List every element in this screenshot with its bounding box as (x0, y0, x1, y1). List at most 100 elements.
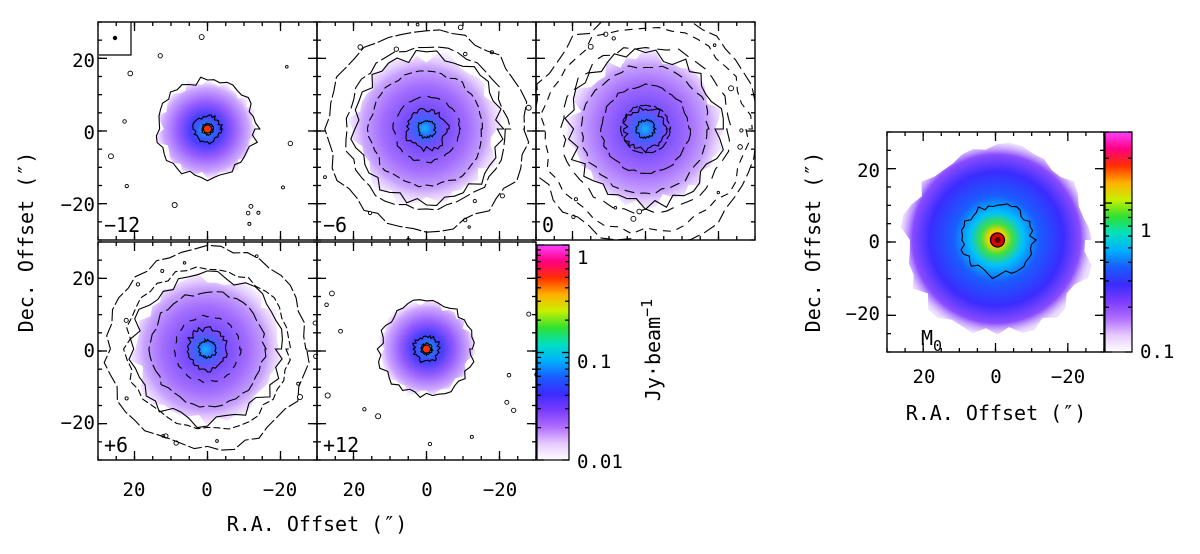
x-tick-label: 0 (201, 479, 212, 501)
noise-contour (415, 22, 420, 27)
contour (960, 203, 1037, 280)
noise-contour (182, 261, 187, 265)
panel-label: −6 (323, 213, 347, 237)
noise-contour (716, 190, 720, 195)
shell-contour (392, 95, 462, 164)
panel-frame (535, 21, 756, 241)
noise-contour (571, 214, 576, 219)
noise-contour (285, 65, 289, 69)
noise-contour (157, 53, 163, 59)
noise-contour (245, 210, 251, 216)
noise-contour (122, 119, 127, 124)
x-tick-label: −20 (263, 479, 297, 501)
x-tick-label: −20 (483, 479, 517, 501)
noise-contour (135, 282, 141, 287)
noise-contour (737, 144, 743, 150)
x-tick-label: 20 (913, 366, 936, 388)
contour (417, 120, 437, 139)
noise-contour (573, 197, 578, 202)
noise-contour (127, 70, 134, 77)
noise-contour (472, 198, 477, 204)
contour (564, 48, 724, 211)
y-tick-label: 0 (869, 231, 880, 253)
shell-contour (536, 22, 755, 240)
contour (128, 270, 283, 429)
noise-contour (123, 317, 129, 323)
contour (405, 107, 450, 153)
noise-contour (215, 439, 219, 443)
beam-marker (99, 22, 132, 56)
central-peak (203, 124, 212, 134)
noise-contour (467, 225, 471, 229)
central-peak-core (994, 237, 1001, 243)
x-tick-label: 0 (990, 366, 1001, 388)
shell-contour (366, 70, 483, 188)
channel-panel-plus12 (316, 241, 537, 461)
noise-contour (375, 413, 382, 420)
contour (192, 114, 224, 145)
shell-contour (324, 29, 530, 233)
channel-panel-0 (535, 21, 760, 241)
panel-content (103, 244, 317, 451)
y-tick-label: −20 (61, 194, 95, 216)
contour (420, 341, 434, 357)
noise-contour (324, 392, 331, 399)
svg-text:Jy·beam−1: Jy·beam−1 (638, 299, 665, 401)
y-tick-label: 0 (84, 340, 95, 362)
channel-panel-minus6 (316, 21, 537, 241)
noise-contour (506, 372, 512, 378)
moment0-panel (886, 131, 1105, 353)
noise-contour (367, 210, 373, 216)
moment0-x-axis-label: R.A. Offset (″) (906, 401, 1087, 425)
noise-contour (757, 142, 760, 145)
noise-contour (280, 185, 285, 190)
noise-contour (198, 34, 205, 40)
moment0-label-text: M (921, 326, 933, 350)
noise-contour (613, 206, 618, 210)
shell-contour (103, 244, 310, 451)
colorbar-tick-label: 0.01 (577, 451, 623, 473)
channel-panel-plus6 (97, 241, 318, 461)
panel-label: 0 (542, 213, 554, 237)
noise-contour (739, 128, 744, 133)
contour (635, 118, 658, 140)
noise-contour (313, 353, 317, 360)
panel-content (536, 22, 760, 240)
colorbar-label-text: Jy·beam (641, 317, 665, 401)
colorbar-tick-label: 0.1 (1140, 341, 1174, 363)
moment0-colorbar-ticks (1105, 131, 1132, 353)
noise-contour (248, 203, 254, 209)
x-tick-label: 20 (123, 479, 146, 501)
y-tick-label: 20 (857, 160, 880, 182)
panel-frame (316, 241, 537, 461)
x-tick-label: 0 (421, 479, 432, 501)
panel-label: +6 (104, 433, 128, 457)
noise-contour (712, 43, 717, 47)
y-axis-label: Dec. Offset (″) (14, 152, 38, 333)
shell-contour (600, 83, 692, 174)
noise-contour (357, 44, 363, 50)
panel-content (323, 22, 532, 240)
noise-contour (462, 217, 468, 223)
noise-contour (728, 85, 735, 92)
y-tick-label: 0 (84, 122, 95, 144)
noise-contour (171, 202, 178, 209)
moment0-colorbar (1104, 131, 1133, 353)
shell-contour (559, 47, 733, 214)
noise-contour (296, 381, 301, 386)
panel-content (317, 290, 536, 447)
noise-contour (611, 36, 616, 41)
noise-contour (160, 269, 165, 273)
noise-contour (329, 290, 335, 297)
noise-contour (457, 24, 464, 31)
shell-contour (620, 104, 672, 154)
emission-map (128, 272, 283, 427)
noise-contour (287, 140, 294, 147)
noise-contour (124, 183, 129, 189)
colorbar-tick-label: 1 (1140, 220, 1151, 242)
x-axis-label: R.A. Offset (″) (227, 512, 408, 536)
noise-contour (296, 393, 303, 401)
noise-contour (489, 50, 494, 55)
noise-contour (324, 302, 329, 307)
shell-contour (580, 65, 710, 195)
